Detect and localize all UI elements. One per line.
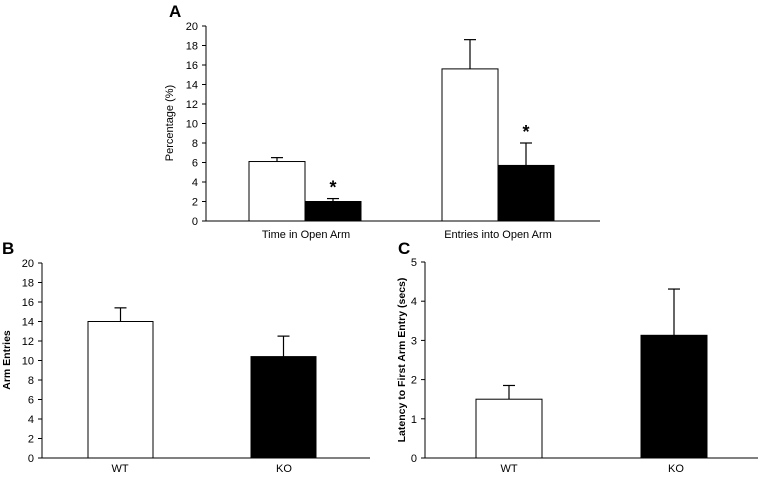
panel-c-category-label-1: WT xyxy=(500,463,517,475)
panel-a-tick-label-8: 16 xyxy=(186,60,198,72)
panel-c-y-label: Latency to First Arm Entry (secs) xyxy=(396,278,408,443)
panel-b-y-label: Arm Entries xyxy=(1,330,13,390)
panel-c-chart: C Latency to First Arm Entry (secs) 0 1 2 3… xyxy=(396,239,758,475)
panel-a-tick-label-0: 0 xyxy=(192,216,198,228)
panel-a-tick-label-7: 14 xyxy=(186,80,198,92)
panel-c-tick-label-1: 1 xyxy=(411,414,417,426)
panel-b-category-label-1: WT xyxy=(111,463,128,475)
panel-b-bar-0 xyxy=(87,321,154,459)
panel-c-tick-label-4: 4 xyxy=(411,296,417,308)
panel-a-significance-0-1: * xyxy=(329,178,336,198)
panel-b-category-label-2: KO xyxy=(276,463,292,475)
panel-a-tick-label-6: 12 xyxy=(186,99,198,111)
panel-a-category-label-1: Time in Open Arm xyxy=(262,229,350,241)
panel-c-tick-label-3: 3 xyxy=(411,335,417,347)
panel-c-y-ticks: 0 1 2 3 4 5 xyxy=(411,257,425,465)
panel-b-y-ticks: 0 2 4 6 8 10 12 14 16 18 20 xyxy=(22,258,42,465)
panel-c-category-label-2: KO xyxy=(668,463,684,475)
panel-c-bars xyxy=(475,288,708,459)
panel-b-tick-label-5: 10 xyxy=(22,356,34,368)
panel-a-letter: A xyxy=(169,2,181,21)
panel-a-tick-label-1: 2 xyxy=(192,197,198,209)
panel-a-tick-label-3: 6 xyxy=(192,158,198,170)
panel-b-chart: B Arm Entries 0 2 4 6 8 10 12 14 16 18 20 WT KO xyxy=(1,239,370,475)
panel-c-tick-label-5: 5 xyxy=(411,257,417,269)
panel-a-bars: ** xyxy=(248,39,555,222)
panel-b-tick-label-2: 4 xyxy=(28,414,34,426)
panel-a-tick-label-5: 10 xyxy=(186,119,198,131)
panel-a-tick-label-2: 4 xyxy=(192,177,198,189)
panel-c-bar-1 xyxy=(640,334,708,459)
panel-c-letter: C xyxy=(398,239,410,258)
panel-b-tick-label-3: 6 xyxy=(28,395,34,407)
panel-b-tick-label-4: 8 xyxy=(28,375,34,387)
panel-b-tick-label-8: 16 xyxy=(22,297,34,309)
panel-a-tick-label-4: 8 xyxy=(192,138,198,150)
panel-a-bar-0-0 xyxy=(248,161,306,222)
panel-b-tick-label-7: 14 xyxy=(22,317,34,329)
panel-a-y-label: Percentage (%) xyxy=(164,85,176,161)
panel-a-tick-label-9: 18 xyxy=(186,41,198,53)
panel-b-tick-label-0: 0 xyxy=(28,453,34,465)
panel-c-tick-label-2: 2 xyxy=(411,375,417,387)
panel-a-bar-1-0 xyxy=(441,68,499,222)
panel-b-bar-1 xyxy=(250,356,317,459)
panel-c-bar-0 xyxy=(475,398,543,459)
panel-a-category-label-2: Entries into Open Arm xyxy=(444,229,552,241)
panel-b-tick-label-6: 12 xyxy=(22,336,34,348)
panel-a-tick-label-10: 20 xyxy=(186,21,198,33)
panel-a-bar-1-1 xyxy=(497,164,555,222)
panel-a-y-ticks: 0 2 4 6 8 10 12 14 16 18 20 xyxy=(186,21,206,228)
panel-a-significance-1-1: * xyxy=(522,122,529,142)
panel-b-tick-label-1: 2 xyxy=(28,434,34,446)
panel-b-tick-label-10: 20 xyxy=(22,258,34,270)
panel-b-bars xyxy=(87,307,317,459)
panel-b-letter: B xyxy=(2,239,14,258)
panel-a-bar-0-1 xyxy=(304,201,362,222)
panel-c-tick-label-0: 0 xyxy=(411,453,417,465)
panel-b-tick-label-9: 18 xyxy=(22,278,34,290)
